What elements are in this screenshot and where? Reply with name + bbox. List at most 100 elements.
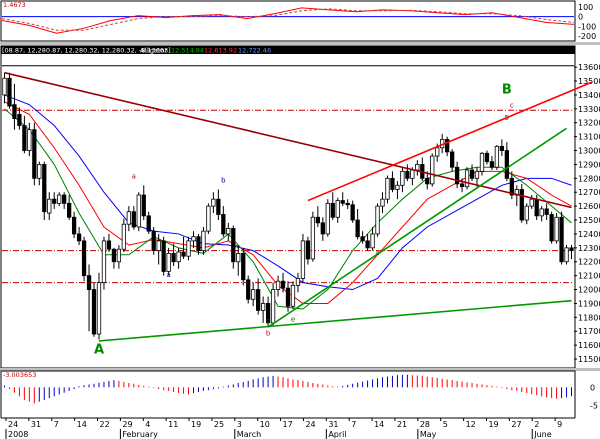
candle-body bbox=[325, 202, 330, 235]
candle-body bbox=[400, 170, 405, 186]
candle-body bbox=[355, 219, 360, 238]
oscillator-plot-area bbox=[0, 0, 576, 42]
time-tick-label: 7 bbox=[54, 420, 59, 429]
price-ohlc-readout: [08.87, 12,280.87, 12,280.32, 12,280.32,… bbox=[2, 47, 171, 55]
candle-body bbox=[554, 216, 559, 242]
candle-body bbox=[111, 248, 117, 263]
candle-body bbox=[445, 139, 450, 153]
price-tick-label: 12700 bbox=[578, 188, 600, 197]
candle-body bbox=[330, 202, 335, 218]
month-label: April bbox=[328, 430, 346, 439]
wave-label: e bbox=[291, 316, 295, 324]
alligator-jaw-line bbox=[4, 94, 572, 291]
alligator-teeth-value: 12,613.92 bbox=[204, 47, 237, 55]
candle-body bbox=[459, 183, 465, 188]
candle-body bbox=[425, 177, 430, 185]
price-tick-label: 13000 bbox=[578, 147, 600, 156]
candle-body bbox=[156, 240, 161, 252]
price-tick-label: 12200 bbox=[578, 258, 600, 267]
candle-body bbox=[564, 247, 569, 263]
candle-body bbox=[81, 240, 87, 277]
candle-body bbox=[464, 169, 470, 188]
candle-body bbox=[181, 251, 186, 257]
candle-body bbox=[380, 198, 385, 207]
histogram-readout: -3.003653 bbox=[3, 371, 36, 379]
price-tick-label: 12400 bbox=[578, 230, 600, 239]
candle-body bbox=[126, 211, 131, 225]
trend-line-downtrend bbox=[4, 71, 572, 209]
candle-body bbox=[161, 240, 166, 272]
candle-body bbox=[474, 170, 480, 179]
price-header-bar bbox=[1, 46, 575, 54]
month-label: 2008 bbox=[8, 430, 28, 439]
trend-lines bbox=[4, 71, 592, 342]
candle-body bbox=[236, 252, 241, 263]
candle-body bbox=[469, 169, 475, 179]
month-label: June bbox=[533, 430, 552, 439]
wave-label: a bbox=[166, 271, 170, 279]
time-tick-labels: 24 31 7 14 22 29 4 11 19 25 3 10 17 24 31 7 14 21 28 5 12 19 2… bbox=[5, 418, 562, 429]
candle-body bbox=[7, 77, 12, 107]
candle-body bbox=[350, 204, 355, 221]
price-tick-label: 11800 bbox=[578, 313, 600, 322]
candle-body bbox=[141, 194, 146, 217]
histogram-y-axis: 0 -5 bbox=[590, 383, 598, 410]
candle-body bbox=[260, 303, 266, 311]
candle-body bbox=[52, 198, 57, 204]
candle-body bbox=[410, 169, 415, 179]
time-tick-label: 11 bbox=[168, 420, 178, 429]
candle-body bbox=[2, 77, 7, 96]
wave-label: c bbox=[510, 101, 514, 109]
price-tick-label: 11600 bbox=[578, 341, 600, 350]
time-tick-label: 25 bbox=[214, 420, 224, 429]
price-tick-label: 13400 bbox=[578, 91, 600, 100]
candle-body bbox=[435, 147, 440, 157]
price-panel: [08.87, 12,280.87, 12,280.32, 12,280.32,… bbox=[0, 45, 600, 369]
candle-body bbox=[206, 205, 211, 232]
candle-body bbox=[106, 240, 112, 250]
candle-body bbox=[494, 145, 500, 168]
candle-body bbox=[196, 236, 201, 252]
month-label: May bbox=[420, 430, 437, 439]
price-tick-label: 11500 bbox=[578, 355, 600, 364]
candle-body bbox=[47, 198, 52, 214]
oscillator-tick-label: -200 bbox=[578, 32, 596, 41]
month-label: March bbox=[237, 430, 261, 439]
candle-body bbox=[27, 129, 32, 151]
price-tick-label: 12000 bbox=[578, 286, 600, 295]
candle-body bbox=[300, 240, 306, 279]
candle-body bbox=[315, 216, 320, 224]
time-tick-label: 22 bbox=[100, 420, 110, 429]
alligator-jaw-value: 12,514.84 bbox=[171, 47, 204, 55]
time-tick-label: 12 bbox=[466, 420, 476, 429]
oscillator-tick-label: 0 bbox=[578, 13, 583, 22]
candle-body bbox=[246, 279, 251, 300]
candle-body bbox=[241, 252, 246, 281]
price-tick-label: 12300 bbox=[578, 244, 600, 253]
candle-body bbox=[96, 282, 102, 335]
candle-body bbox=[171, 252, 176, 263]
candle-body bbox=[201, 230, 206, 252]
candle-body bbox=[290, 284, 296, 307]
candle-body bbox=[415, 164, 420, 171]
candle-body bbox=[101, 240, 107, 283]
candle-body bbox=[116, 248, 122, 263]
time-month-labels: 2008 February March April May June bbox=[5, 429, 552, 439]
candle-body bbox=[231, 227, 236, 263]
price-tick-label: 12800 bbox=[578, 174, 600, 183]
wave-label: c bbox=[266, 317, 270, 325]
candle-body bbox=[166, 252, 171, 272]
candle-body bbox=[67, 202, 72, 218]
time-tick-label: 21 bbox=[397, 420, 407, 429]
candle-body bbox=[345, 202, 350, 206]
month-label: February bbox=[122, 430, 158, 439]
time-tick-label: 3 bbox=[237, 420, 242, 429]
candle-body bbox=[509, 177, 514, 196]
candle-body bbox=[365, 240, 370, 249]
candle-body bbox=[390, 177, 395, 190]
time-tick-label: 5 bbox=[443, 420, 448, 429]
